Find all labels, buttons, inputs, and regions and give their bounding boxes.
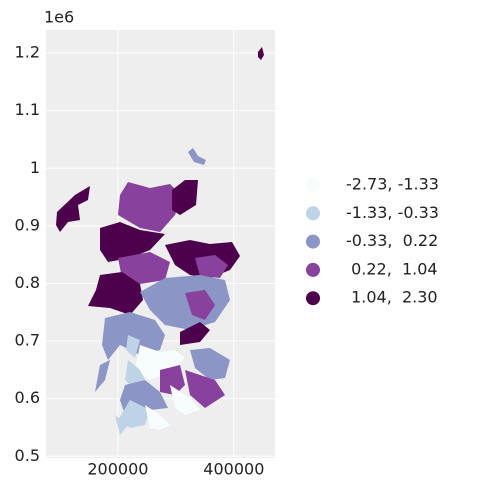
region [118,400,150,428]
legend-label: 0.22, 1.04 [346,259,438,278]
region [118,182,182,232]
region [258,47,264,60]
region [118,252,170,284]
legend-marker [306,234,320,249]
region [102,312,165,360]
y-tick-label: 0.5 [15,446,40,465]
region [172,180,198,215]
y-tick-label: 0.6 [15,388,40,407]
region [126,335,140,358]
legend-label: -1.33, -0.33 [346,203,439,222]
region [185,370,225,408]
legend-label: -0.33, 0.22 [346,231,438,250]
region [56,186,90,232]
map [56,47,264,435]
legend-marker [306,206,320,221]
region [95,360,110,392]
y-tick-label: 1 [30,158,40,177]
region [100,222,165,262]
y-tick-label: 1.1 [15,100,40,119]
y-tick-label: 0.9 [15,215,40,234]
labels: 0.5 0.6 0.7 0.8 0.9 1 1.1 1.2 200000 400000 -2.73,… [15,43,439,479]
region [160,365,185,395]
legend-marker [306,178,320,192]
region [145,405,170,430]
legend-label: 1.04, 2.30 [346,288,438,307]
y-tick-label: 1.2 [15,43,40,62]
region [190,348,230,380]
axis-offset-label: 1e6 [44,8,74,27]
legend-marker [306,291,320,306]
region [180,322,210,345]
region [185,290,215,320]
region [115,415,128,435]
y-tick-label: 0.7 [15,331,40,350]
x-tick-label: 200000 [87,460,148,479]
region [88,272,143,315]
region [135,345,185,380]
legend-label: -2.73, -1.33 [346,175,439,194]
x-tick-label: 400000 [203,460,264,479]
region [188,148,206,165]
y-tick-label: 0.8 [15,273,40,292]
legend-marker [306,262,320,277]
region [195,255,228,278]
region [170,385,200,415]
